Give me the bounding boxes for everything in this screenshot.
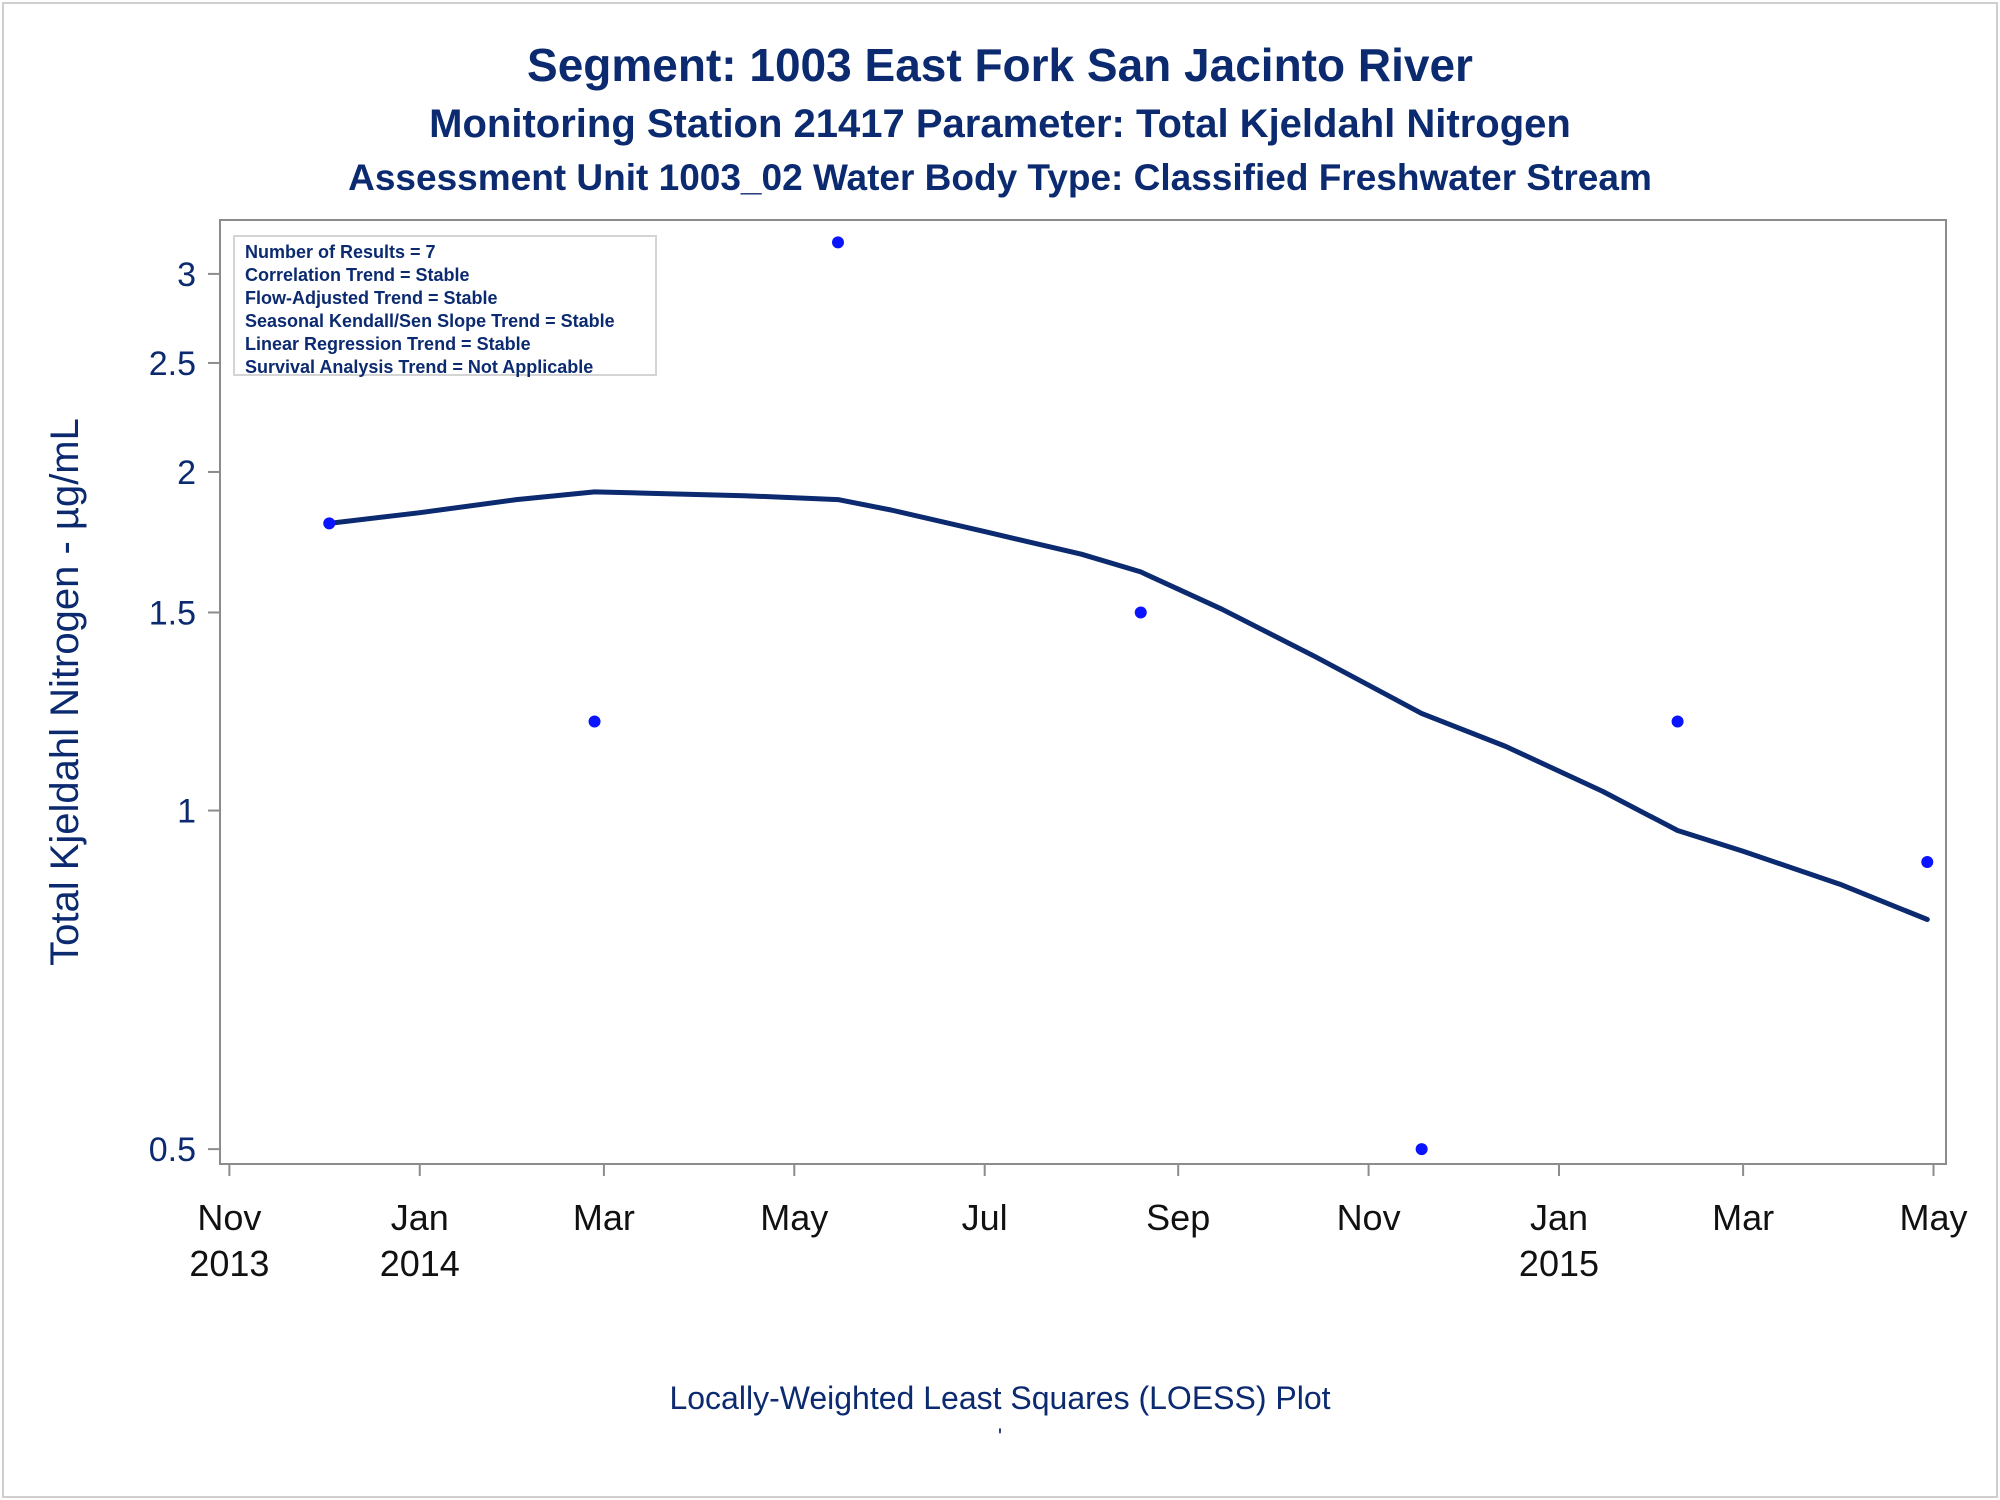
y-axis: 0.5 1 1.5 2 2.5 3 <box>149 256 220 1169</box>
data-point <box>831 236 844 249</box>
stat-line: Survival Analysis Trend = Not Applicable <box>245 357 594 377</box>
x-tick-label: Jan <box>1530 1197 1588 1238</box>
data-point <box>1671 715 1684 728</box>
plot-area-frame <box>219 219 1947 1165</box>
y-tick-label: 1.5 <box>149 594 196 632</box>
chart-subtitle-2: Assessment Unit 1003_02 Water Body Type:… <box>348 157 1652 198</box>
stat-line: Linear Regression Trend = Stable <box>245 334 531 354</box>
chart-title: Segment: 1003 East Fork San Jacinto Rive… <box>527 39 1473 91</box>
x-tick-label: Sep <box>1146 1197 1210 1238</box>
x-tick-label: May <box>1900 1197 1968 1238</box>
y-tick-label: 0.5 <box>149 1131 196 1169</box>
x-tick-label: Mar <box>1712 1197 1774 1238</box>
data-point <box>1921 856 1934 869</box>
data-point <box>1134 606 1147 619</box>
trend-summary-box: Number of Results = 7 Correlation Trend … <box>233 235 657 377</box>
x-tick-label: 2014 <box>380 1243 460 1284</box>
x-tick-label: 2013 <box>189 1243 269 1284</box>
x-tick-label: 2015 <box>1519 1243 1599 1284</box>
y-tick-label: 3 <box>177 256 196 294</box>
x-tick-label: Nov <box>197 1197 261 1238</box>
x-tick-label: Jan <box>391 1197 449 1238</box>
series-layer <box>323 236 1934 1156</box>
x-tick-label: Nov <box>1337 1197 1401 1238</box>
chart-subtitle: Monitoring Station 21417 Parameter: Tota… <box>429 102 1571 146</box>
y-tick-label: 2.5 <box>149 345 196 383</box>
y-tick-label: 2 <box>177 454 196 492</box>
stat-line: Flow-Adjusted Trend = Stable <box>245 288 498 308</box>
data-point <box>1415 1143 1428 1156</box>
footnote-mark: ' <box>997 1424 1003 1449</box>
data-point <box>323 517 336 530</box>
stat-line: Seasonal Kendall/Sen Slope Trend = Stabl… <box>245 311 615 331</box>
footnote: Locally-Weighted Least Squares (LOESS) P… <box>669 1380 1331 1416</box>
x-axis: Nov 2013 Jan 2014 Mar May Jul Sep Nov Jan 2015 Mar M… <box>189 1164 1968 1284</box>
loess-curve <box>326 489 1930 922</box>
data-point <box>588 715 601 728</box>
y-tick-label: 1 <box>177 793 196 831</box>
x-tick-label: May <box>760 1197 828 1238</box>
x-tick-label: Jul <box>962 1197 1008 1238</box>
stat-line: Number of Results = 7 <box>245 242 436 262</box>
x-tick-label: Mar <box>573 1197 635 1238</box>
stat-line: Correlation Trend = Stable <box>245 265 470 285</box>
y-axis-label: Total Kjeldahl Nitrogen - µg/mL <box>43 418 87 966</box>
